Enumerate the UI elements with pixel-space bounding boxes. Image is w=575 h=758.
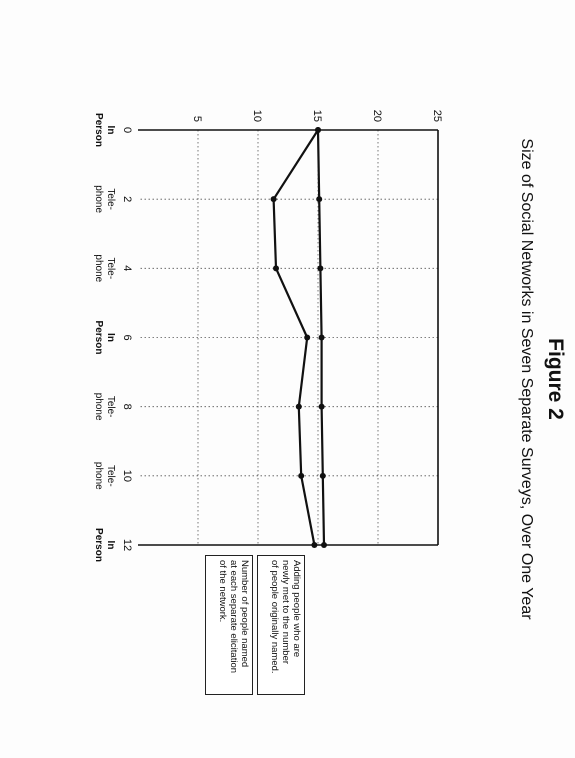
y-tick-label: 20 xyxy=(371,110,383,122)
x-tick-label: 4 xyxy=(121,265,133,271)
data-point xyxy=(273,265,279,272)
data-point xyxy=(317,265,324,272)
y-tick-label: 10 xyxy=(251,110,263,122)
x-category-label: In xyxy=(105,333,116,342)
data-point xyxy=(318,403,325,410)
x-tick-label: 6 xyxy=(121,334,133,340)
data-point xyxy=(295,403,302,410)
x-category-label: Person xyxy=(93,528,104,562)
x-category-label: phone xyxy=(93,393,104,421)
x-category-label: phone xyxy=(93,462,104,490)
y-tick-label: 5 xyxy=(191,116,203,122)
x-tick-label: 8 xyxy=(121,404,133,410)
x-category-label: Tele- xyxy=(105,396,116,418)
x-tick-label: 12 xyxy=(121,539,133,551)
series-line-2 xyxy=(272,129,319,546)
x-category-label: In xyxy=(105,126,116,135)
legend-line: of people originally named. xyxy=(269,560,280,674)
legend-line: Number of people named xyxy=(239,560,250,668)
x-category-label: Tele- xyxy=(105,257,116,279)
data-point xyxy=(318,334,325,341)
x-category-label: Person xyxy=(93,321,104,355)
y-tick-label: 25 xyxy=(431,110,443,122)
grid-layer xyxy=(138,130,438,545)
x-category-label: In xyxy=(105,541,116,550)
legend-entry-cumulative: Adding people who are newly met to the n… xyxy=(257,555,305,695)
legend-line: at each separate elicitation xyxy=(228,560,239,674)
legend-entry-per-elicitation: Number of people named at each separate … xyxy=(205,555,253,695)
legend-line: of the network. xyxy=(217,560,228,623)
x-category-label: Person xyxy=(93,113,104,147)
x-category-label: phone xyxy=(93,185,104,213)
legend-line: newly met to the number xyxy=(280,560,291,665)
x-tick-label: 2 xyxy=(121,196,133,202)
data-point xyxy=(316,196,323,203)
x-tick-label: 10 xyxy=(121,470,133,482)
x-category-label: Tele- xyxy=(105,465,116,487)
axis-layer: 024681012InPersonTele-phoneTele-phoneInP… xyxy=(93,110,443,562)
legend-line: Adding people who are xyxy=(291,560,302,658)
data-point xyxy=(270,196,277,203)
data-point xyxy=(304,334,311,341)
data-point xyxy=(298,472,305,479)
x-category-label: phone xyxy=(93,254,104,282)
series-layer xyxy=(270,127,327,548)
data-point xyxy=(319,472,326,479)
x-category-label: Tele- xyxy=(105,188,116,210)
x-tick-label: 0 xyxy=(121,127,133,133)
y-tick-label: 15 xyxy=(311,110,323,122)
